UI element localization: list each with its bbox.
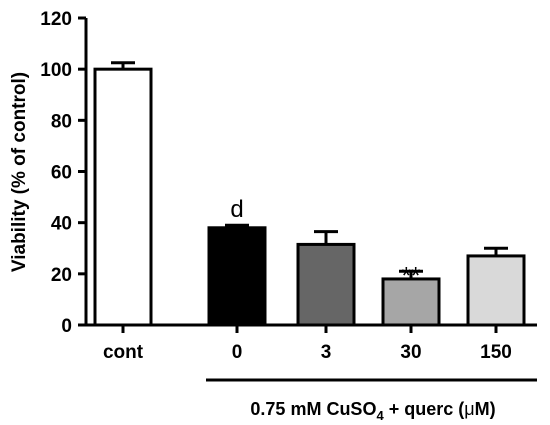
- group-label-mu: μ: [464, 399, 474, 419]
- x-tick-label: cont: [103, 342, 144, 363]
- y-tick-label: 40: [51, 214, 72, 235]
- y-tick-label: 20: [51, 265, 72, 286]
- x-tick-label: 0: [232, 342, 243, 363]
- y-ticks: 0 20 40 60 80 100 120: [40, 9, 86, 337]
- group-label: 0.75 mM CuSO4 + querc (μM): [250, 399, 495, 423]
- group-label-subscript: 4: [376, 408, 384, 423]
- bar-cont: [93, 67, 153, 327]
- group-label-suffix: M): [475, 399, 496, 419]
- y-tick-label: 60: [51, 163, 72, 184]
- x-tick-label: 30: [400, 342, 421, 363]
- x-tick-label: 150: [480, 342, 512, 363]
- bar-querc-3: [296, 242, 356, 327]
- significance-stars: **: [402, 262, 421, 289]
- y-tick-label: 100: [40, 60, 72, 81]
- y-tick-label: 80: [51, 111, 72, 132]
- y-tick-label: 0: [61, 316, 72, 337]
- annotation-d: d: [230, 196, 243, 223]
- error-bars: [111, 61, 508, 279]
- bars: [93, 67, 526, 327]
- group-label-middle: + querc (: [384, 399, 465, 419]
- group-label-prefix: 0.75 mM CuSO: [250, 399, 376, 419]
- x-tick-labels: cont 0 3 30 150: [103, 325, 512, 363]
- bar-querc-150: [466, 254, 526, 327]
- x-tick-label: 3: [321, 342, 332, 363]
- y-tick-label: 120: [40, 9, 72, 30]
- bar-querc-0: [207, 226, 267, 327]
- annotations: d **: [230, 196, 420, 289]
- y-axis-label: Viability (% of control): [9, 72, 30, 272]
